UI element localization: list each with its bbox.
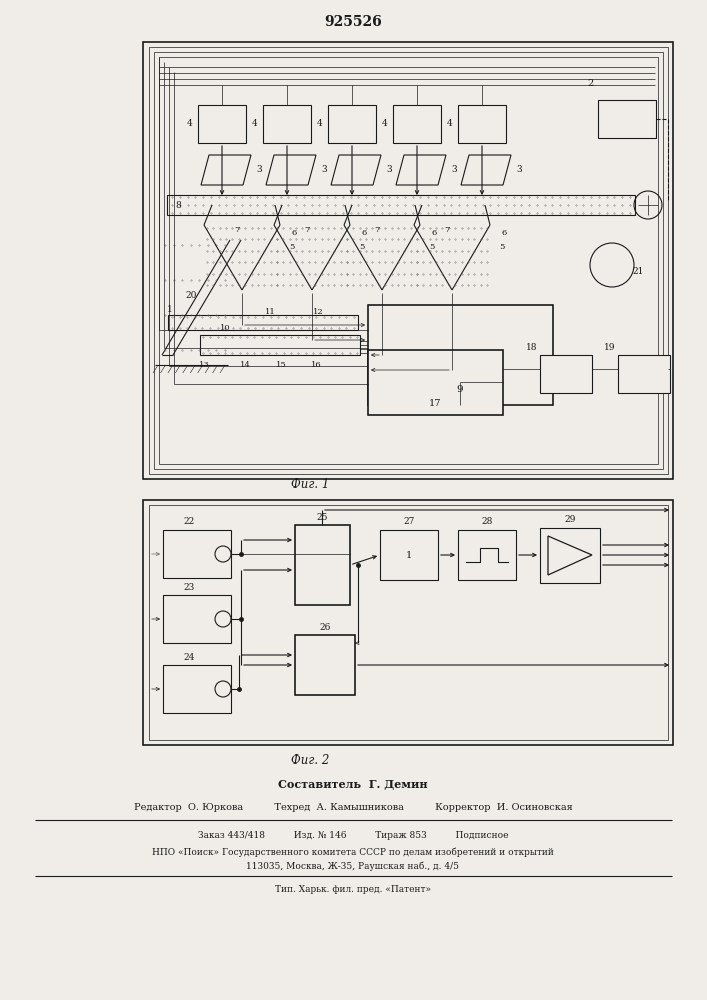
Text: 13: 13 bbox=[199, 361, 209, 369]
Text: 925526: 925526 bbox=[324, 15, 382, 29]
Bar bbox=[149, 47, 668, 474]
Text: Редактор  О. Юркова          Техред  А. Камышникова          Корректор  И. Осино: Редактор О. Юркова Техред А. Камышникова… bbox=[134, 804, 573, 812]
Text: 4: 4 bbox=[252, 119, 258, 128]
Text: 16: 16 bbox=[310, 361, 321, 369]
Text: 18: 18 bbox=[525, 344, 537, 353]
Polygon shape bbox=[201, 155, 251, 185]
Text: 5: 5 bbox=[499, 243, 505, 251]
Text: 7: 7 bbox=[304, 226, 310, 234]
Text: 26: 26 bbox=[320, 622, 331, 632]
Text: 28: 28 bbox=[481, 518, 493, 526]
Bar bbox=[143, 500, 673, 745]
Text: 24: 24 bbox=[183, 652, 194, 662]
Text: Фиг. 2: Фиг. 2 bbox=[291, 754, 329, 766]
Polygon shape bbox=[331, 155, 381, 185]
Text: 1: 1 bbox=[167, 306, 173, 314]
Text: 20: 20 bbox=[185, 290, 197, 300]
Text: 4: 4 bbox=[187, 119, 193, 128]
Bar bbox=[540, 355, 592, 393]
Text: НПО «Поиск» Государственного комитета СССР по делам изобретений и открытий: НПО «Поиск» Государственного комитета СС… bbox=[152, 847, 554, 857]
Text: 4: 4 bbox=[447, 119, 453, 128]
Text: 6: 6 bbox=[361, 229, 367, 237]
Bar bbox=[200, 335, 360, 355]
Text: 3: 3 bbox=[386, 165, 392, 174]
Bar bbox=[458, 105, 506, 143]
Text: 7: 7 bbox=[374, 226, 380, 234]
Text: 15: 15 bbox=[276, 361, 286, 369]
Text: 8: 8 bbox=[175, 200, 181, 210]
Bar bbox=[149, 505, 668, 740]
Bar bbox=[393, 105, 441, 143]
Text: Составитель  Г. Демин: Составитель Г. Демин bbox=[278, 780, 428, 790]
Text: 6: 6 bbox=[291, 229, 297, 237]
Bar bbox=[380, 530, 438, 580]
Bar bbox=[598, 100, 656, 138]
Bar bbox=[163, 665, 231, 713]
Text: 11: 11 bbox=[264, 308, 275, 316]
Text: 21: 21 bbox=[632, 267, 643, 276]
Text: 10: 10 bbox=[220, 324, 230, 332]
Bar bbox=[167, 195, 635, 215]
Bar bbox=[263, 105, 311, 143]
Polygon shape bbox=[461, 155, 511, 185]
Text: 25: 25 bbox=[316, 512, 328, 522]
Text: 6: 6 bbox=[431, 229, 437, 237]
Text: 27: 27 bbox=[403, 518, 415, 526]
Text: 2: 2 bbox=[588, 79, 594, 88]
Text: 3: 3 bbox=[256, 165, 262, 174]
Text: 23: 23 bbox=[183, 582, 194, 591]
Bar bbox=[540, 528, 600, 583]
Text: 3: 3 bbox=[516, 165, 522, 174]
Text: 4: 4 bbox=[382, 119, 388, 128]
Text: 3: 3 bbox=[321, 165, 327, 174]
Text: 19: 19 bbox=[604, 344, 615, 353]
Text: Фиг. 1: Фиг. 1 bbox=[291, 478, 329, 490]
Polygon shape bbox=[548, 536, 592, 575]
Text: 14: 14 bbox=[240, 361, 250, 369]
Text: 17: 17 bbox=[428, 398, 441, 408]
Bar bbox=[328, 105, 376, 143]
Bar bbox=[368, 350, 503, 415]
Text: 5: 5 bbox=[289, 243, 295, 251]
Bar bbox=[198, 105, 246, 143]
Text: 12: 12 bbox=[312, 308, 323, 316]
Text: 7: 7 bbox=[234, 226, 240, 234]
Bar bbox=[163, 530, 231, 578]
Text: 1: 1 bbox=[406, 550, 412, 560]
Text: Тип. Харьк. фил. пред. «Патент»: Тип. Харьк. фил. пред. «Патент» bbox=[275, 886, 431, 894]
Polygon shape bbox=[266, 155, 316, 185]
Bar bbox=[618, 355, 670, 393]
Text: 22: 22 bbox=[183, 518, 194, 526]
Text: 4: 4 bbox=[317, 119, 323, 128]
Text: 5: 5 bbox=[359, 243, 365, 251]
Bar bbox=[163, 595, 231, 643]
Bar bbox=[368, 305, 553, 405]
Text: 7: 7 bbox=[444, 226, 450, 234]
Text: 6: 6 bbox=[501, 229, 507, 237]
Text: 5: 5 bbox=[429, 243, 435, 251]
Text: 113035, Москва, Ж-35, Раушская наб., д. 4/5: 113035, Москва, Ж-35, Раушская наб., д. … bbox=[247, 861, 460, 871]
Text: 9: 9 bbox=[457, 385, 463, 394]
Text: Заказ 443/418          Изд. № 146          Тираж 853          Подписное: Заказ 443/418 Изд. № 146 Тираж 853 Подпи… bbox=[198, 832, 508, 840]
Bar bbox=[154, 52, 663, 469]
Bar bbox=[295, 525, 350, 605]
Bar bbox=[143, 42, 673, 479]
Bar bbox=[168, 315, 358, 330]
Bar bbox=[159, 57, 658, 464]
Text: 3: 3 bbox=[451, 165, 457, 174]
Text: 29: 29 bbox=[564, 516, 575, 524]
Polygon shape bbox=[396, 155, 446, 185]
Bar bbox=[295, 635, 355, 695]
Bar bbox=[458, 530, 516, 580]
